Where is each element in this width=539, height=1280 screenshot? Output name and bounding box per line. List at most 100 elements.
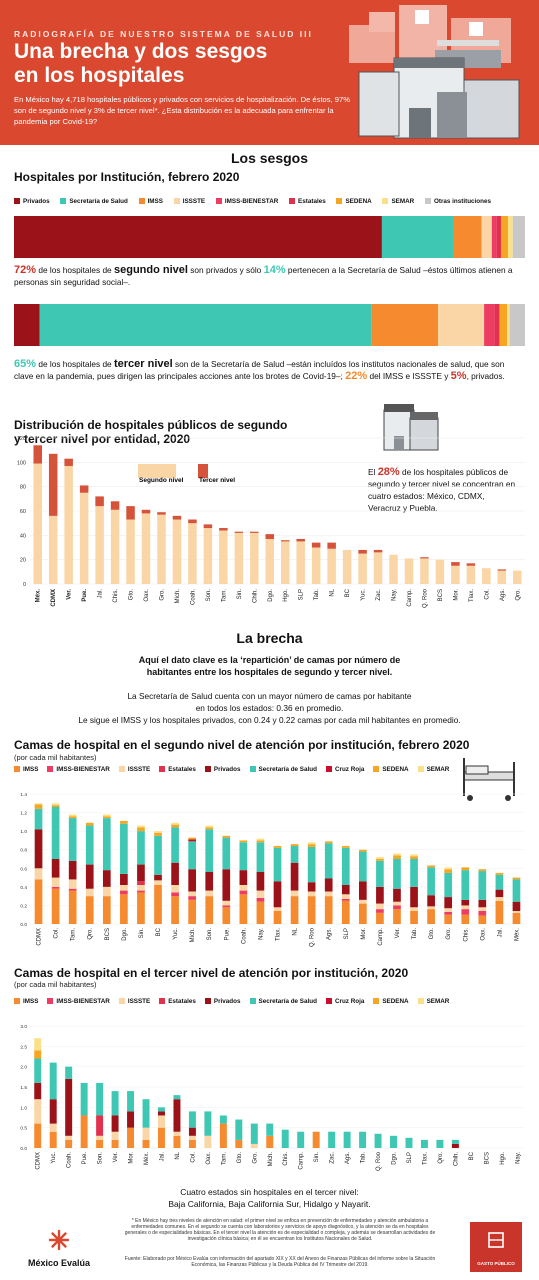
bar-segment bbox=[137, 831, 145, 865]
beds2-legend: IMSS IMSS-BIENESTAR ISSSTE Estatales Privado… bbox=[14, 766, 458, 773]
bar-tercer-nivel bbox=[188, 519, 197, 524]
x-tick-label: Sin. bbox=[139, 928, 145, 939]
x-tick-label: Gro. bbox=[446, 928, 452, 940]
bar-segment bbox=[266, 1123, 274, 1136]
bar-segment bbox=[273, 907, 282, 911]
bar-segment bbox=[68, 860, 77, 880]
bar-segment bbox=[51, 803, 60, 806]
bar-segment bbox=[290, 844, 299, 846]
bar-segment bbox=[312, 1131, 320, 1148]
partner-logo-icon bbox=[488, 1232, 504, 1248]
bar-segment bbox=[219, 1115, 227, 1124]
bar-segment bbox=[188, 1127, 196, 1136]
bar-tercer-nivel bbox=[280, 540, 290, 542]
x-tick-label: Gto. bbox=[237, 1152, 243, 1164]
bar-segment bbox=[343, 1131, 351, 1148]
bar-segment bbox=[219, 1123, 227, 1148]
bar-segment bbox=[478, 907, 487, 911]
bar-segment bbox=[120, 820, 128, 824]
bar-segment bbox=[512, 911, 521, 913]
bar-segment bbox=[222, 835, 231, 838]
x-tick-label: Pue. bbox=[82, 589, 88, 602]
bar-segment bbox=[222, 900, 231, 906]
bar-segment bbox=[256, 898, 265, 902]
x-tick-label: Camp. bbox=[299, 1152, 305, 1170]
bar-segment bbox=[188, 1139, 196, 1148]
bar-tercer-nivel bbox=[141, 509, 151, 514]
y-tick-label: 0.5 bbox=[20, 1126, 27, 1132]
institution-stack-bars bbox=[14, 216, 525, 346]
bar-segment bbox=[137, 892, 145, 924]
second-level-segment bbox=[496, 216, 501, 258]
bar-segment bbox=[478, 871, 487, 900]
bar-segment bbox=[410, 907, 418, 911]
x-tick-label: Mich. bbox=[268, 1152, 274, 1167]
bar-segment bbox=[111, 1091, 119, 1116]
bar-segment bbox=[85, 822, 94, 826]
bar-segundo-nivel bbox=[482, 568, 491, 584]
bar-segundo-nivel bbox=[95, 506, 104, 584]
x-tick-label: Méx. bbox=[36, 589, 42, 603]
x-tick-label: Chis. bbox=[463, 928, 469, 942]
bar-segment bbox=[222, 837, 231, 870]
legend-item-semar: SEMAR bbox=[382, 198, 414, 205]
legend-item-imss: IMSS bbox=[138, 198, 163, 205]
bar-tercer-nivel bbox=[358, 549, 367, 554]
x-tick-label: Gro. bbox=[159, 589, 165, 601]
bar-segment bbox=[461, 905, 470, 910]
legend-item-5: Secretaría de Salud bbox=[249, 766, 317, 773]
bar-segment bbox=[137, 881, 145, 885]
x-tick-label: Zac. bbox=[376, 589, 382, 601]
bar-segment bbox=[34, 879, 43, 924]
bar-segment bbox=[137, 825, 145, 828]
x-tick-label: Jal. bbox=[497, 928, 503, 938]
bar-segment bbox=[256, 872, 265, 891]
third-level-segment bbox=[14, 304, 40, 346]
bar-segment bbox=[273, 881, 282, 908]
bar-segment bbox=[444, 872, 453, 898]
bar-segment bbox=[158, 1107, 165, 1112]
bar-segment bbox=[359, 1131, 367, 1148]
bar-segundo-nivel bbox=[389, 554, 398, 584]
bar-segment bbox=[34, 808, 43, 830]
footnote: * En México hay tres niveles de atención… bbox=[124, 1218, 436, 1242]
x-tick-label: Hgo. bbox=[283, 589, 289, 602]
bar-segment bbox=[171, 824, 179, 828]
x-tick-label: Son. bbox=[207, 928, 213, 941]
bar-segment bbox=[478, 869, 487, 872]
y-tick-label: 1.0 bbox=[20, 1105, 27, 1111]
bar-segment bbox=[495, 874, 504, 890]
bar-segment bbox=[188, 1111, 196, 1128]
bar-segment bbox=[250, 1123, 258, 1144]
bar-segment bbox=[222, 869, 231, 901]
y-tick-label: 0.8 bbox=[20, 848, 27, 854]
bar-tercer-nivel bbox=[373, 549, 383, 553]
y-tick-label: 0.6 bbox=[20, 866, 27, 872]
x-tick-label: Yuc. bbox=[51, 1152, 57, 1164]
bar-segment bbox=[222, 905, 231, 908]
bar-segment bbox=[451, 1143, 459, 1148]
x-tick-label: Oax. bbox=[206, 1152, 212, 1165]
second-level-segment bbox=[508, 216, 513, 258]
dist-title: Distribución de hospitales públicos de s… bbox=[14, 418, 288, 446]
x-tick-label: Chis. bbox=[113, 589, 119, 603]
y-tick-label: 0.2 bbox=[20, 903, 27, 909]
bar-segment bbox=[188, 841, 196, 870]
bar-segment bbox=[328, 1131, 336, 1148]
bar-segundo-nivel bbox=[435, 559, 445, 584]
x-tick-label: Méx. bbox=[514, 928, 520, 941]
bar-segment bbox=[359, 899, 367, 904]
main-title: Una brecha y dos sesgos en los hospitales bbox=[14, 40, 344, 88]
x-tick-label: Q. Roo bbox=[376, 1151, 382, 1171]
bar-segment bbox=[171, 862, 179, 885]
x-tick-label: Mich. bbox=[190, 928, 196, 943]
bar-segment bbox=[427, 906, 435, 910]
legend-label-tercer: Tercer nivel bbox=[199, 477, 235, 484]
bar-segment bbox=[51, 805, 60, 807]
legend-item-ss: Secretaría de Salud bbox=[60, 198, 128, 205]
second-level-segment bbox=[512, 216, 525, 258]
x-tick-label: Dgo. bbox=[268, 589, 274, 602]
bar-segment bbox=[51, 886, 60, 889]
bar-segment bbox=[307, 896, 316, 924]
x-tick-label: Gto. bbox=[429, 928, 435, 940]
